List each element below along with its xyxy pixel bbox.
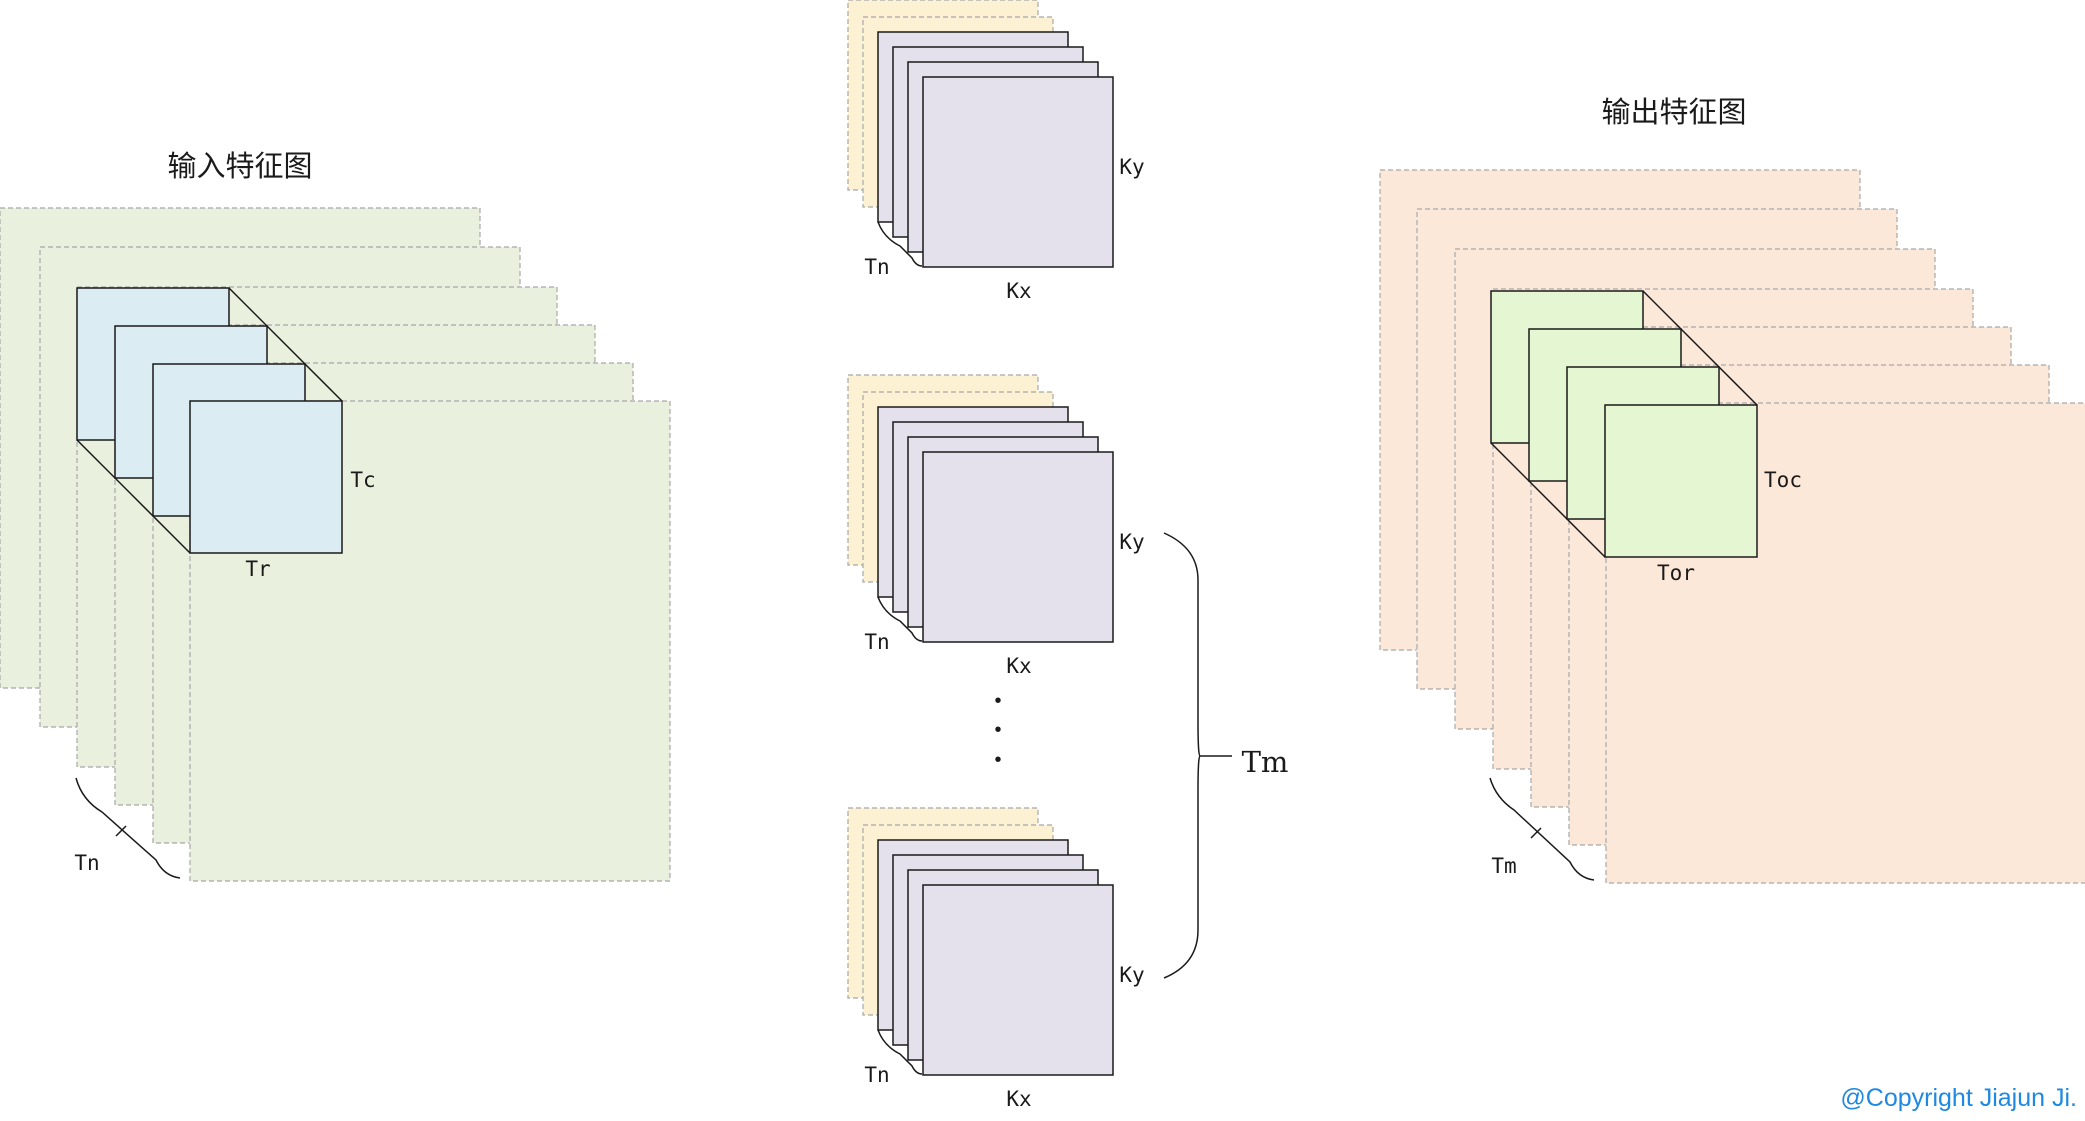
kernel-2-height-label: Ky xyxy=(1119,530,1144,554)
kernel-3-depth-label: Tn xyxy=(864,1063,889,1087)
kernel-group-3: Ky Kx Tn xyxy=(847,807,1145,1111)
ellipsis-dot-1: • xyxy=(994,690,1001,712)
kernel-groups: Ky Kx Tn Ky Kx Tn Ky Kx Tn xyxy=(847,0,1145,1111)
tile-stack-bottom-edge xyxy=(76,439,191,554)
input-title: 输入特征图 xyxy=(167,149,312,183)
kernel-1-width-label: Kx xyxy=(1006,279,1031,303)
kernel-1-depth-label: Tn xyxy=(864,255,889,279)
output-tile-width-label: Tor xyxy=(1657,561,1695,585)
input-depth-brace xyxy=(75,777,181,879)
output-feature-map: 输出特征图 Tm Toc Tor xyxy=(1379,95,2085,884)
tile-stack-top-edge xyxy=(1642,290,1758,406)
tile-4 xyxy=(1604,404,1758,558)
kernel-3-height-label: Ky xyxy=(1119,963,1144,987)
kernel-2-depth-label: Tn xyxy=(864,630,889,654)
copyright-text: @Copyright Jiajun Ji. xyxy=(1840,1084,2077,1112)
kernel-3-layer-6 xyxy=(922,884,1114,1076)
kernel-1-depth-brace xyxy=(877,221,923,267)
input-feature-map: 输入特征图 Tn Tc Tr xyxy=(0,149,671,882)
kernel-3-depth-brace xyxy=(877,1029,923,1075)
input-tile-stack xyxy=(76,287,343,554)
tile-stack-bottom-edge xyxy=(1490,442,1606,558)
kernel-2-depth-brace xyxy=(877,596,923,642)
output-tile-stack xyxy=(1490,290,1758,558)
kernel-group-2: Ky Kx Tn xyxy=(847,374,1145,678)
kernel-1-layer-6 xyxy=(922,76,1114,268)
tile-stack-top-edge xyxy=(228,287,343,402)
kernel-2-width-label: Kx xyxy=(1006,654,1031,678)
kernel-1-height-label: Ky xyxy=(1119,155,1144,179)
input-depth-label: Tn xyxy=(74,851,99,875)
ellipsis-dot-3: • xyxy=(994,749,1001,771)
kernel-2-layer-6 xyxy=(922,451,1114,643)
input-tile-width-label: Tr xyxy=(245,557,270,581)
output-title: 输出特征图 xyxy=(1601,95,1746,129)
kernel-3-width-label: Kx xyxy=(1006,1087,1031,1111)
output-depth-tick xyxy=(1530,827,1542,839)
tile-4 xyxy=(189,400,343,554)
input-tile-height-label: Tc xyxy=(350,468,375,492)
kernel-group-1: Ky Kx Tn xyxy=(847,0,1145,303)
tm-group-brace xyxy=(1163,532,1232,979)
output-map-layers xyxy=(1379,169,2085,884)
tm-group-label: Tm xyxy=(1242,745,1289,779)
ellipsis-dot-2: • xyxy=(994,719,1001,741)
output-depth-brace xyxy=(1489,777,1595,881)
output-tile-height-label: Toc xyxy=(1764,468,1802,492)
input-depth-tick xyxy=(115,825,127,837)
output-depth-label: Tm xyxy=(1491,854,1516,878)
